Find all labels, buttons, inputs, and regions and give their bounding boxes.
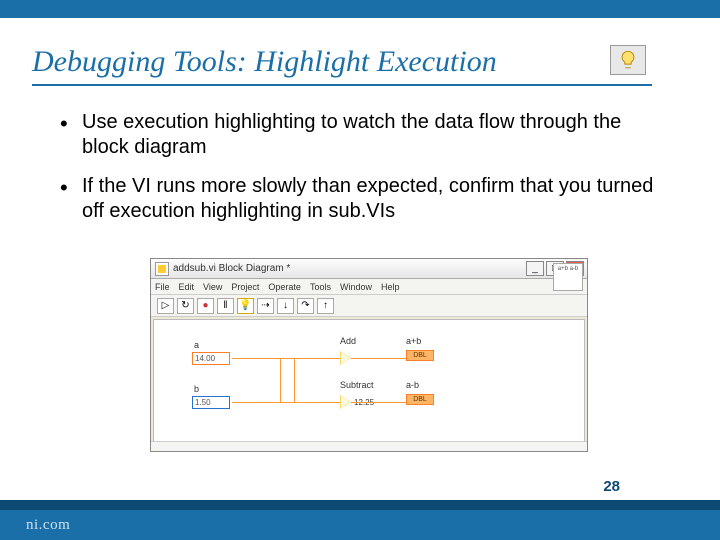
highlight-exec-button[interactable]: 💡 [237, 298, 254, 314]
menu-item[interactable]: Edit [179, 282, 195, 292]
window-titlebar: addsub.vi Block Diagram * _ □ × [151, 259, 587, 279]
bullet-item: Use execution highlighting to watch the … [60, 110, 660, 160]
status-bar [151, 441, 587, 451]
node-label: a+b [406, 336, 421, 346]
run-button[interactable]: ▷ [157, 298, 174, 314]
window-title: addsub.vi Block Diagram * [173, 263, 290, 274]
footer-dark-strip [0, 500, 720, 510]
abort-button[interactable]: ● [197, 298, 214, 314]
menu-item[interactable]: Project [231, 282, 259, 292]
vi-icon [155, 262, 169, 276]
connector-pane: a+b a-b [553, 263, 583, 291]
menu-item[interactable]: Window [340, 282, 372, 292]
toolbar: ▷ ↻ ● ‖ 💡 ⇢ ↓ ↷ ↑ a+b a-b [151, 295, 587, 317]
subtract-node [340, 395, 351, 409]
node-label: a-b [406, 380, 419, 390]
menu-item[interactable]: Help [381, 282, 400, 292]
node-label: Add [340, 336, 356, 346]
footer-band [0, 510, 720, 540]
menu-item[interactable]: Tools [310, 282, 331, 292]
bullet-list: Use execution highlighting to watch the … [60, 110, 660, 238]
wire [351, 402, 406, 403]
wire [351, 358, 406, 359]
add-node [340, 351, 351, 365]
wire [232, 358, 280, 359]
wire [294, 358, 295, 402]
wire [232, 402, 280, 403]
wire [280, 358, 281, 402]
minimize-button[interactable]: _ [526, 261, 544, 276]
pause-button[interactable]: ‖ [217, 298, 234, 314]
slide-title: Debugging Tools: Highlight Execution [32, 45, 497, 79]
node-label: b [194, 384, 199, 394]
menu-item[interactable]: File [155, 282, 170, 292]
control-b: 1.50 [192, 396, 230, 409]
bullet-item: If the VI runs more slowly than expected… [60, 174, 660, 224]
node-label: Subtract [340, 380, 374, 390]
step-out-button[interactable]: ↑ [317, 298, 334, 314]
run-cont-button[interactable]: ↻ [177, 298, 194, 314]
menu-bar: File Edit View Project Operate Tools Win… [151, 279, 587, 295]
retain-wire-button[interactable]: ⇢ [257, 298, 274, 314]
wire [280, 358, 340, 359]
node-label: a [194, 340, 199, 350]
menu-item[interactable]: Operate [268, 282, 301, 292]
labview-window: addsub.vi Block Diagram * _ □ × File Edi… [150, 258, 588, 452]
top-brand-band [0, 0, 720, 18]
indicator-aminusb: DBL [406, 394, 434, 405]
indicator-aplusb: DBL [406, 350, 434, 361]
page-number: 28 [603, 478, 620, 495]
menu-item[interactable]: View [203, 282, 222, 292]
block-diagram-canvas: a 14.00 b 1.50 Add Subtract 12.25 a+b DB… [153, 319, 585, 447]
wire [280, 402, 340, 403]
step-in-button[interactable]: ↓ [277, 298, 294, 314]
step-over-button[interactable]: ↷ [297, 298, 314, 314]
control-a: 14.00 [192, 352, 230, 365]
lightbulb-icon [610, 45, 646, 75]
title-underline [32, 84, 652, 86]
footer-logo: ni.com [26, 517, 70, 534]
